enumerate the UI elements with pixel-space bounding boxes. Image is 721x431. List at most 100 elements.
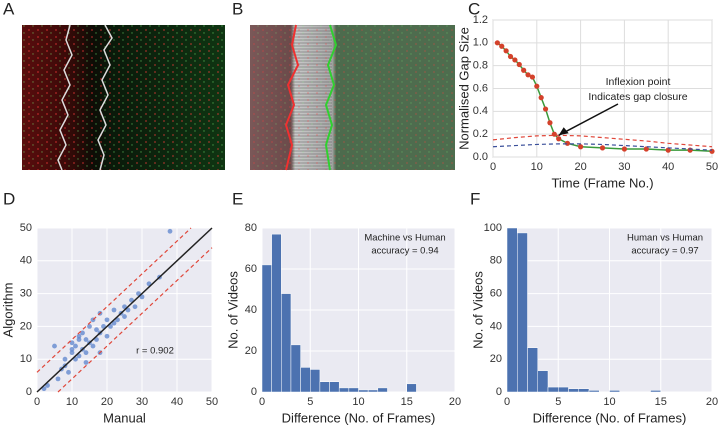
- histogram-bar: [358, 389, 369, 393]
- histogram-bar: [300, 367, 311, 393]
- histogram-bar: [377, 387, 388, 393]
- data-point: [503, 48, 509, 54]
- annotation: Machine vs Human: [364, 233, 445, 244]
- data-point: [94, 327, 99, 333]
- data-point: [83, 360, 89, 365]
- x-axis-label: Manual: [103, 410, 146, 425]
- histogram-bar: [290, 344, 301, 393]
- x-tick-label: 0: [504, 396, 510, 408]
- data-point: [111, 307, 117, 313]
- data-point: [87, 324, 92, 329]
- histogram-bar: [348, 387, 359, 393]
- panel-label: C: [468, 0, 480, 18]
- annotation: accuracy = 0.97: [631, 246, 698, 257]
- data-point: [90, 343, 96, 349]
- data-point: [507, 53, 514, 60]
- data-point: [80, 330, 85, 336]
- data-point: [83, 350, 89, 356]
- x-tick-label: 30: [136, 396, 148, 408]
- histogram-bar: [319, 381, 330, 393]
- data-point: [534, 83, 540, 89]
- y-tick-label: 20: [20, 320, 32, 332]
- panel-label: B: [232, 0, 243, 18]
- x-tick-label: 30: [618, 161, 630, 173]
- y-tick-label: 1.2: [473, 14, 488, 26]
- histogram-bar: [367, 389, 379, 393]
- histogram-bar: [329, 381, 340, 393]
- data-point: [69, 350, 75, 356]
- data-point: [578, 144, 584, 150]
- data-point: [556, 136, 562, 142]
- x-tick-label: 0: [490, 161, 496, 173]
- y-tick-label: 1.0: [473, 37, 488, 49]
- data-point: [525, 72, 531, 78]
- histogram-bar: [310, 369, 321, 393]
- data-point: [538, 95, 544, 101]
- y-tick-label: 40: [245, 304, 257, 316]
- y-tick-label: 0: [251, 386, 257, 398]
- annotation-arrowhead: [558, 127, 569, 136]
- data-point: [62, 356, 68, 362]
- x-tick-label: 0: [259, 396, 265, 408]
- x-tick-label: 15: [655, 396, 667, 408]
- histogram-bar: [588, 390, 600, 393]
- data-point: [499, 43, 505, 49]
- x-tick-label: 40: [171, 396, 183, 408]
- histogram-bar: [568, 388, 579, 393]
- x-tick-label: 10: [66, 396, 78, 408]
- data-line: [36, 227, 213, 393]
- y-tick-label: 100: [484, 222, 502, 234]
- y-axis-label: No. of Videos: [225, 271, 240, 349]
- x-axis-label: Difference (No. of Frames): [533, 410, 687, 425]
- data-point: [83, 337, 89, 342]
- data-point: [104, 317, 110, 323]
- y-tick-label: 0.0: [473, 151, 488, 163]
- data-point: [132, 304, 138, 310]
- y-tick-label: 0.2: [473, 128, 488, 140]
- data-point: [69, 340, 75, 346]
- data-point: [73, 343, 78, 349]
- data-point: [687, 147, 693, 153]
- y-tick-label: 60: [245, 263, 257, 275]
- data-point: [516, 61, 522, 68]
- y-tick-label: 0.4: [473, 105, 488, 117]
- x-tick-label: 15: [401, 396, 413, 408]
- data-point: [512, 57, 518, 63]
- data-line: [57, 247, 213, 393]
- y-tick-label: 0.8: [473, 60, 488, 72]
- x-axis-label: Difference (No. of Frames): [282, 410, 436, 425]
- histogram-bar: [609, 390, 620, 393]
- annotation: Indicates gap closure: [588, 91, 687, 103]
- y-axis-label: Algorithm: [0, 283, 15, 338]
- data-point: [167, 228, 173, 234]
- data-point: [521, 67, 527, 73]
- data-point: [529, 74, 536, 80]
- annotation-arrow: [558, 103, 619, 136]
- panel-labels: A B C D E F: [3, 0, 480, 208]
- histogram-bar: [517, 232, 528, 393]
- data-point: [599, 145, 606, 151]
- x-tick-label: 50: [706, 161, 718, 173]
- data-point: [643, 146, 649, 152]
- x-tick-label: 10: [352, 396, 364, 408]
- data-line: [492, 134, 713, 148]
- data-point: [52, 343, 57, 349]
- y-tick-label: 40: [20, 255, 32, 267]
- image-b: [250, 24, 455, 171]
- x-tick-label: 10: [603, 396, 615, 408]
- data-line: [492, 143, 713, 151]
- y-tick-label: 10: [20, 353, 32, 365]
- y-tick-label: 30: [20, 288, 32, 300]
- y-tick-label: 80: [245, 222, 257, 234]
- data-point: [547, 120, 553, 126]
- x-tick-label: 5: [307, 396, 313, 408]
- x-axis-label: Time (Frame No.): [551, 175, 653, 190]
- x-tick-label: 20: [449, 396, 461, 408]
- histogram-bar: [650, 390, 661, 393]
- panel-label: D: [3, 189, 15, 208]
- x-tick-label: 20: [101, 396, 113, 408]
- data-point: [564, 140, 571, 146]
- data-point: [69, 346, 75, 352]
- y-tick-label: 20: [490, 353, 502, 365]
- data-point: [494, 40, 500, 46]
